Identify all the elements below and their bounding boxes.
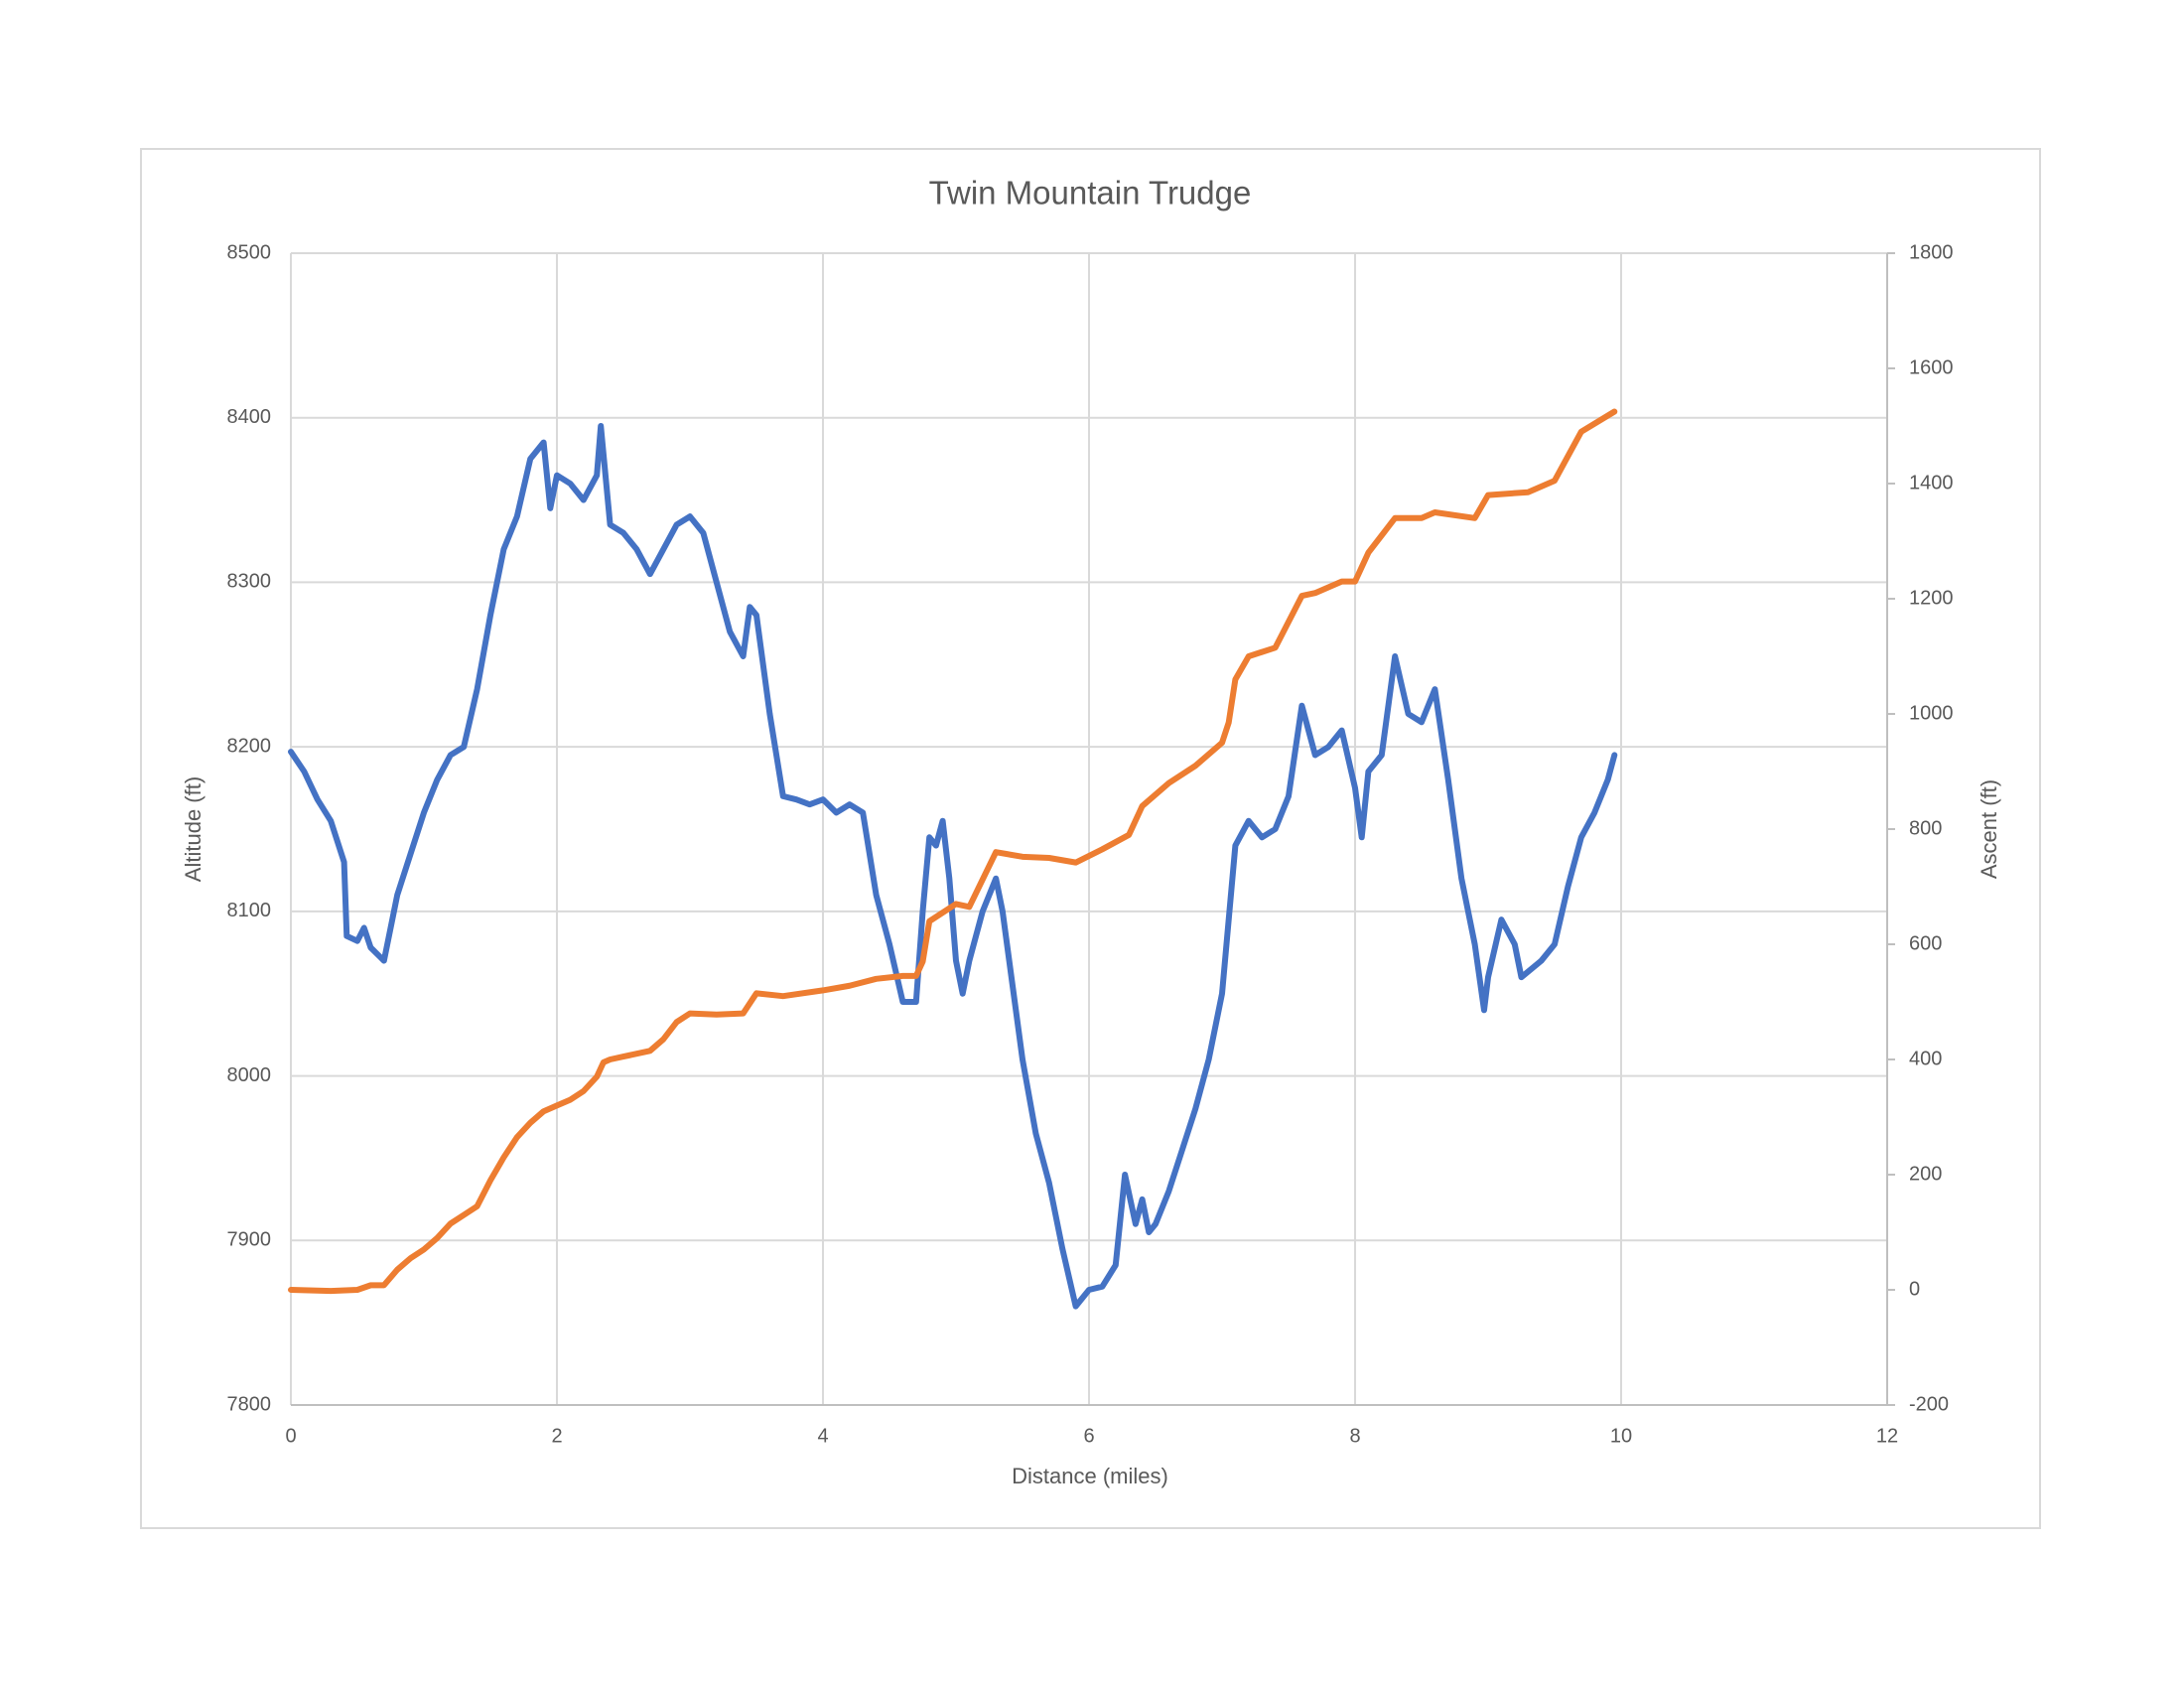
y2-axis-title: Ascent (ft) bbox=[1977, 779, 2001, 879]
chart-border bbox=[140, 148, 2041, 1529]
y2-tick-label: 1400 bbox=[1909, 472, 1954, 493]
y-tick-label: 8400 bbox=[227, 406, 272, 428]
y-tick-label: 8200 bbox=[227, 735, 272, 757]
y2-tick-label: 1200 bbox=[1909, 587, 1954, 609]
x-tick-label: 10 bbox=[1610, 1425, 1632, 1447]
y2-tick-label: -200 bbox=[1909, 1393, 1949, 1415]
y-tick-label: 8500 bbox=[227, 241, 272, 263]
chart-title: Twin Mountain Trudge bbox=[929, 175, 1252, 211]
x-axis-title: Distance (miles) bbox=[1012, 1464, 1168, 1488]
y2-tick-label: 1000 bbox=[1909, 702, 1954, 724]
y-tick-label: 7800 bbox=[227, 1393, 272, 1415]
x-tick-label: 6 bbox=[1083, 1425, 1094, 1447]
y2-tick-label: 1600 bbox=[1909, 356, 1954, 378]
y2-tick-label: 400 bbox=[1909, 1048, 1942, 1069]
y2-tick-label: 1800 bbox=[1909, 241, 1954, 263]
y-tick-label: 8000 bbox=[227, 1064, 272, 1086]
data-line bbox=[288, 408, 1618, 1295]
y-axis-title: Altitude (ft) bbox=[181, 776, 205, 882]
x-tick-label: 8 bbox=[1349, 1425, 1360, 1447]
y2-tick-label: 600 bbox=[1909, 932, 1942, 954]
y2-tick-label: 0 bbox=[1909, 1278, 1920, 1300]
x-tick-label: 2 bbox=[551, 1425, 562, 1447]
data-line bbox=[288, 423, 1618, 1310]
y2-tick-label: 200 bbox=[1909, 1163, 1942, 1185]
y2-tick-label: 800 bbox=[1909, 817, 1942, 839]
x-tick-label: 12 bbox=[1876, 1425, 1898, 1447]
y-tick-label: 8100 bbox=[227, 900, 272, 921]
y-tick-label: 7900 bbox=[227, 1229, 272, 1251]
x-tick-label: 4 bbox=[817, 1425, 828, 1447]
x-tick-label: 0 bbox=[285, 1425, 296, 1447]
y-tick-label: 8300 bbox=[227, 571, 272, 593]
